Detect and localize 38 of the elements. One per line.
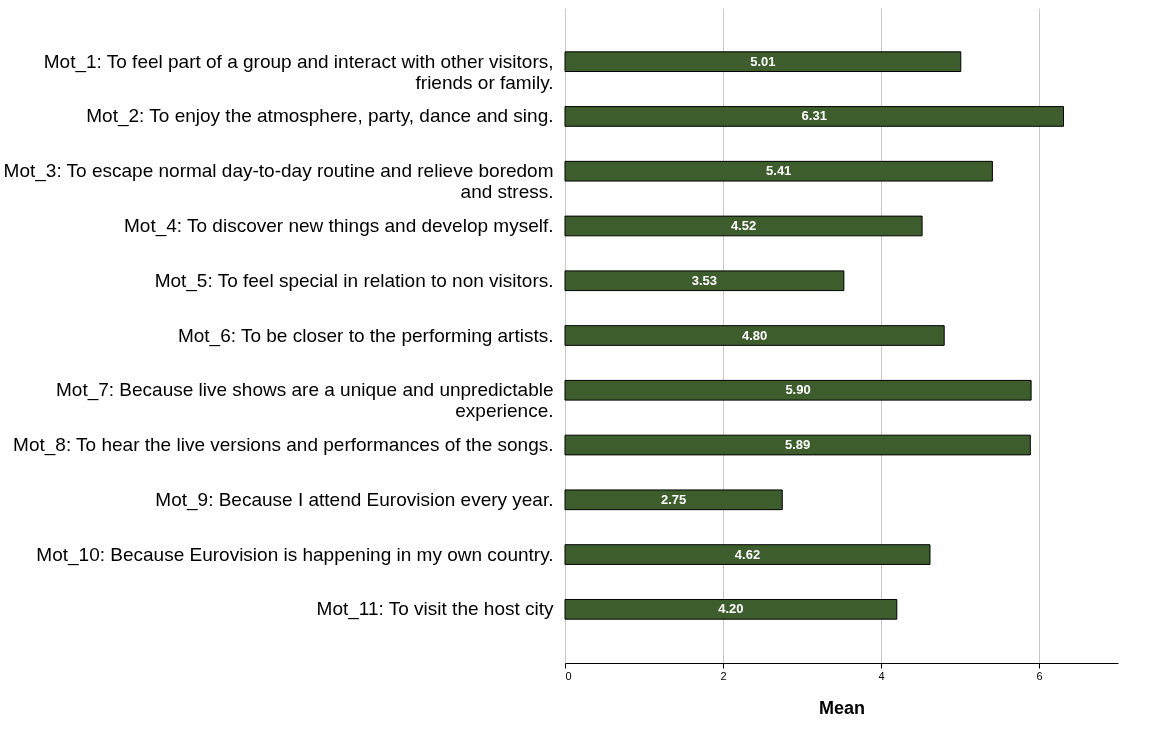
- data-label: 6.31: [801, 108, 827, 124]
- data-label: 4.62: [734, 546, 761, 562]
- x-tick-label: 0: [565, 669, 572, 682]
- y-tick-label: Mot_7: Because live shows are a unique and unpredictable experience.: [56, 379, 554, 422]
- x-tick-label: 6: [1036, 669, 1043, 682]
- bar: [564, 51, 962, 73]
- data-label: 5.90: [785, 382, 811, 398]
- data-label: 2.75: [660, 491, 687, 507]
- data-label: 5.41: [766, 163, 792, 179]
- bar: [564, 215, 923, 237]
- bar: [564, 160, 993, 182]
- y-tick-label: Mot_1: To feel part of a group and interact with other visitors, friends or family.: [43, 50, 554, 93]
- data-label: 4.80: [741, 327, 768, 343]
- y-tick-label: Mot_4: To discover new things and develop myself.: [124, 214, 554, 237]
- bar: [564, 434, 1031, 456]
- data-label: 4.52: [730, 217, 757, 233]
- bar: [564, 379, 1032, 401]
- bar: [564, 325, 945, 346]
- bar: [564, 598, 898, 620]
- x-tick-label: 4: [878, 669, 885, 682]
- y-tick-label: Mot_2: To enjoy the atmosphere, party, dance and sing.: [86, 105, 554, 128]
- bar: [564, 544, 931, 565]
- data-label: 5.01: [750, 53, 776, 69]
- bar: [564, 106, 1064, 127]
- data-label: 4.20: [718, 601, 744, 617]
- bar: [564, 270, 845, 292]
- bar: [564, 489, 783, 511]
- data-label: 3.53: [691, 272, 718, 288]
- x-tick-label: 2: [720, 669, 727, 682]
- y-tick-label: Mot_3: To escape normal day-to-day routine and relieve boredom and stress.: [3, 160, 554, 203]
- y-tick-label: Mot_5: To feel special in relation to non visitors.: [154, 269, 554, 292]
- x-axis-title: Mean: [818, 697, 866, 718]
- y-tick-label: Mot_6: To be closer to the performing artists.: [177, 324, 554, 347]
- data-label: 5.89: [785, 437, 811, 453]
- y-tick-label: Mot_11: To visit the host city: [316, 598, 554, 621]
- y-tick-label: Mot_10: Because Eurovision is happening in my own country.: [36, 543, 554, 566]
- y-tick-label: Mot_9: Because I attend Eurovision every year.: [155, 488, 554, 511]
- y-tick-label: Mot_8: To hear the live versions and performances of the songs.: [13, 434, 554, 457]
